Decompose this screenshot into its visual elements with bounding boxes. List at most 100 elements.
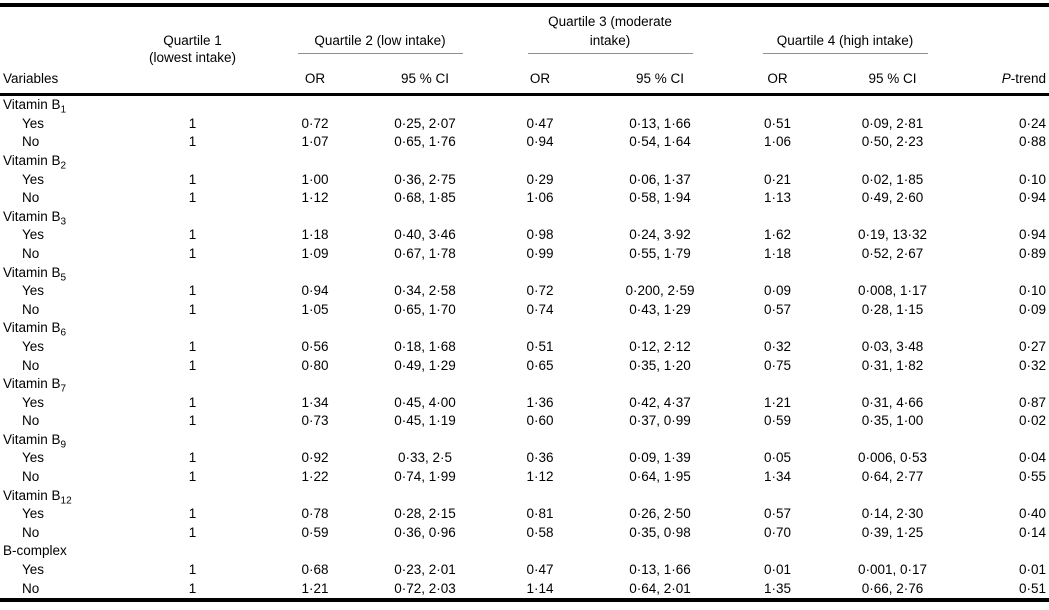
cell-q3-ci: 0·54, 1·64 [629, 134, 691, 150]
cell-q3-ci: 0·64, 1·95 [629, 469, 691, 485]
cell-q3-ci: 0·35, 0·98 [629, 524, 691, 540]
quartile4-underline [762, 53, 928, 55]
table-row: No 1 1·09 0·67, 1·78 0·99 0·55, 1·79 1·18 0·52,… [0, 245, 1049, 264]
cell-q2-or: 0·72 [301, 115, 329, 131]
col-header-variables: Variables [3, 70, 59, 86]
cell-q2-ci: 0·72, 2·03 [394, 580, 456, 596]
table-row: No 1 1·22 0·74, 1·99 1·12 0·64, 1·95 1·34 0·64,… [0, 468, 1049, 487]
cell-q1: 1 [188, 245, 197, 261]
cell-q1: 1 [188, 562, 197, 578]
cell-q4-or: 1·62 [763, 227, 792, 243]
cell-q3-or: 0·60 [526, 413, 554, 429]
cell-p-trend: 0·14 [1018, 524, 1046, 540]
table-row: No 1 1·12 0·68, 1·85 1·06 0·58, 1·94 1·13 0·49,… [0, 189, 1049, 208]
group-row: Vitamin B3 [0, 208, 1049, 227]
group-header-row: Quartile 1 (lowest intake) Quartile 2 (l… [0, 5, 1049, 65]
cell-q3-or: 0·72 [526, 283, 554, 299]
row-variable: No [22, 469, 40, 485]
cell-q4-or: 0·01 [763, 562, 792, 578]
cell-p-trend: 0·01 [1018, 562, 1046, 578]
row-variable: No [22, 190, 40, 206]
cell-q4-or: 0·57 [763, 506, 792, 522]
group-label: B-complex [0, 542, 1049, 561]
cell-q3-or: 0·58 [526, 524, 554, 540]
cell-q4-ci: 0·49, 2·60 [861, 190, 924, 206]
group-label-subscript: 2 [60, 160, 67, 172]
cell-q1: 1 [188, 357, 197, 373]
cell-q3-or: 0·99 [526, 245, 554, 261]
cell-q3-or: 0·94 [526, 134, 554, 150]
cell-q3-or: 0·29 [526, 171, 554, 187]
cell-q4-ci: 0·02, 1·85 [861, 171, 924, 187]
row-variable: No [22, 524, 40, 540]
cell-q2-or: 1·21 [301, 580, 329, 596]
cell-q4-or: 0·75 [763, 357, 792, 373]
cell-q2-or: 1·05 [301, 301, 329, 317]
cell-q4-or: 0·21 [763, 171, 792, 187]
cell-q1: 1 [188, 115, 197, 131]
col-header-q2-ci: 95 % CI [400, 70, 450, 86]
row-variable: Yes [22, 283, 45, 299]
cell-q3-ci: 0·55, 1·79 [629, 245, 691, 261]
group-row: Vitamin B6 [0, 319, 1049, 338]
cell-q3-or: 0·81 [526, 506, 554, 522]
cell-q4-ci: 0·50, 2·23 [861, 134, 924, 150]
cell-q3-or: 0·51 [526, 338, 554, 354]
group-label-subscript: 5 [60, 272, 67, 284]
group-label: Vitamin B2 [0, 152, 1049, 171]
cell-p-trend: 0·89 [1018, 245, 1046, 261]
cell-q1: 1 [188, 524, 197, 540]
cell-q2-ci: 0·40, 3·46 [394, 227, 456, 243]
cell-q3-or: 1·36 [526, 394, 554, 410]
cell-q4-or: 1·21 [763, 394, 792, 410]
cell-q2-ci: 0·45, 1·19 [394, 413, 456, 429]
cell-q2-ci: 0·68, 1·85 [394, 190, 456, 206]
cell-q4-ci: 0·001, 0·17 [857, 562, 928, 578]
cell-q4-ci: 0·64, 2·77 [861, 469, 924, 485]
cell-q3-or: 0·47 [526, 562, 554, 578]
row-variable: No [22, 245, 40, 261]
header-spacer [0, 5, 115, 54]
group-label: Vitamin B9 [0, 431, 1049, 450]
table-row: No 1 0·59 0·36, 0·96 0·58 0·35, 0·98 0·70 0·39,… [0, 524, 1049, 543]
cell-q1: 1 [188, 134, 197, 150]
col-header-q2-or: OR [304, 70, 326, 86]
cell-p-trend: 0·24 [1018, 115, 1046, 131]
cell-q2-or: 1·34 [301, 394, 329, 410]
cell-p-trend: 0·88 [1018, 134, 1046, 150]
cell-q3-or: 0·47 [526, 115, 554, 131]
cell-q2-or: 0·94 [301, 283, 329, 299]
group-row: Vitamin B5 [0, 264, 1049, 283]
cell-q3-ci: 0·26, 2·50 [629, 506, 691, 522]
quartile3-underline [527, 53, 693, 55]
cell-q2-or: 0·73 [301, 413, 329, 429]
cell-q4-ci: 0·35, 1·00 [861, 413, 924, 429]
cell-q2-ci: 0·36, 2·75 [394, 171, 456, 187]
cell-q3-ci: 0·09, 1·39 [629, 450, 691, 466]
cell-q1: 1 [188, 301, 197, 317]
cell-q2-ci: 0·23, 2·01 [394, 562, 456, 578]
table-row: Yes 1 0·78 0·28, 2·15 0·81 0·26, 2·50 0·57 0·14… [0, 505, 1049, 524]
cell-q2-or: 0·59 [301, 524, 329, 540]
cell-q1: 1 [188, 506, 197, 522]
p-trend-suffix: -trend [1010, 70, 1046, 86]
cell-q3-or: 1·14 [526, 580, 554, 596]
cell-q2-ci: 0·49, 1·29 [394, 357, 456, 373]
group-label-text: Vitamin B [3, 97, 61, 113]
cell-q2-ci: 0·65, 1·70 [394, 301, 456, 317]
cell-q2-ci: 0·34, 2·58 [394, 283, 456, 299]
row-variable: Yes [22, 506, 45, 522]
cell-q4-ci: 0·39, 1·25 [861, 524, 924, 540]
cell-q4-or: 0·57 [763, 301, 792, 317]
cell-q3-or: 1·06 [526, 190, 554, 206]
cell-q3-ci: 0·64, 2·01 [629, 580, 691, 596]
cell-q3-ci: 0·42, 4·37 [629, 394, 691, 410]
col-header-quartile1: Quartile 1 (lowest intake) [115, 5, 270, 95]
cell-q4-ci: 0·14, 2·30 [861, 506, 924, 522]
cell-q3-or: 0·74 [526, 301, 554, 317]
cell-q1: 1 [188, 580, 197, 596]
row-variable: No [22, 580, 40, 596]
group-label-subscript: 7 [60, 383, 67, 395]
cell-q4-or: 0·32 [763, 338, 792, 354]
group-header-quartile3: Quartile 3 (moderate intake) [490, 5, 730, 55]
